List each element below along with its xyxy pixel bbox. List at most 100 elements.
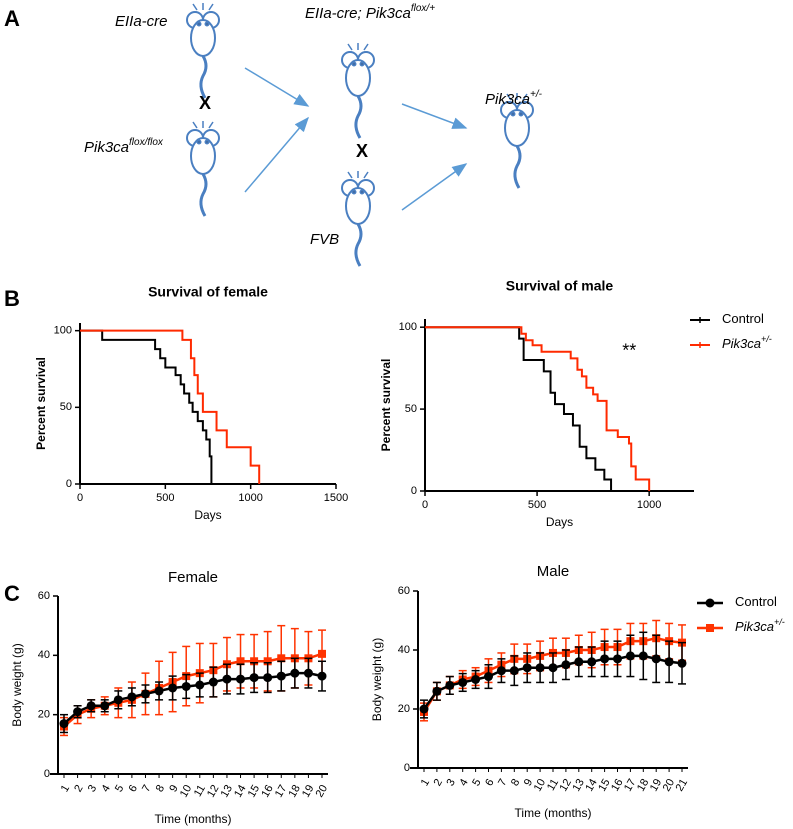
x-tick-label: 3	[86, 783, 99, 794]
x-tick-label: 3	[444, 777, 457, 788]
x-tick-label: 17	[273, 783, 290, 800]
mouse-icon	[185, 1, 221, 100]
data-point	[613, 654, 622, 664]
genotype-label: EIIa-cre	[115, 13, 168, 30]
arrow	[401, 163, 468, 211]
x-tick-label: 11	[192, 783, 208, 799]
x-tick-label: 16	[259, 783, 276, 800]
x-axis-label: Days	[546, 515, 573, 529]
x-tick-label: 16	[609, 777, 626, 794]
panel-label: A	[4, 6, 20, 31]
x-tick-label: 500	[528, 499, 546, 511]
chart-title: Survival of male	[506, 278, 614, 294]
data-point	[59, 719, 69, 729]
x-tick-label: 13	[570, 777, 587, 794]
data-point	[496, 666, 506, 676]
data-point	[236, 657, 245, 666]
y-tick-label: 40	[398, 644, 410, 656]
y-tick-label: 100	[54, 325, 72, 337]
y-axis-label: Percent survival	[379, 359, 393, 452]
x-tick-label: 9	[522, 777, 535, 788]
x-axis-label: Time (months)	[515, 806, 592, 820]
x-tick-label: 4	[457, 777, 470, 788]
x-tick-label: 6	[127, 783, 140, 794]
x-tick-label: 9	[167, 783, 180, 794]
x-tick-label: 0	[422, 499, 428, 511]
data-point	[208, 677, 218, 687]
x-tick-label: 18	[635, 777, 652, 794]
chart-title: Male	[537, 563, 570, 580]
data-point	[86, 701, 96, 711]
data-point	[290, 668, 300, 678]
x-tick-label: 2	[72, 783, 85, 794]
data-point	[140, 689, 150, 699]
x-tick-label: 20	[661, 777, 678, 794]
chart-title: Survival of female	[148, 284, 268, 300]
data-point	[484, 672, 493, 682]
legend-marker	[706, 624, 714, 632]
legend-text: Pik3ca	[735, 619, 774, 634]
x-tick-label: 19	[648, 777, 665, 794]
panel-label: C	[4, 581, 20, 606]
x-tick-label: 1000	[637, 499, 661, 511]
data-point	[100, 701, 110, 711]
x-tick-label: 11	[545, 777, 561, 793]
arrow	[244, 67, 310, 107]
data-point	[574, 657, 584, 667]
arrow	[401, 103, 468, 129]
x-tick-label: 1	[59, 783, 72, 794]
data-point	[561, 660, 571, 670]
y-tick-label: 0	[44, 768, 50, 780]
x-tick-label: 4	[99, 783, 112, 794]
data-point	[419, 704, 429, 714]
y-axis-label: Body weight (g)	[370, 638, 384, 721]
y-tick-label: 60	[398, 585, 410, 597]
legend-label: Control	[735, 594, 777, 609]
x-tick-label: 12	[205, 783, 222, 800]
data-point	[276, 671, 286, 681]
cross-sign: X	[199, 93, 211, 113]
y-tick-label: 50	[405, 403, 417, 415]
y-tick-label: 0	[411, 485, 417, 497]
legend-label: Pik3ca+/-	[722, 334, 772, 351]
x-tick-label: 13	[219, 783, 236, 800]
x-tick-label: 8	[509, 777, 522, 788]
data-point	[445, 680, 455, 690]
data-point	[127, 692, 137, 702]
data-point	[263, 657, 272, 666]
x-axis-label: Time (months)	[155, 812, 232, 826]
data-point	[181, 681, 191, 691]
survival-curve	[80, 329, 261, 484]
survival-curve	[425, 326, 613, 491]
legend-text-sup: +/-	[761, 334, 772, 344]
data-point	[677, 658, 687, 668]
x-tick-label: 15	[246, 783, 263, 800]
y-tick-label: 0	[404, 762, 410, 774]
data-point	[509, 666, 519, 676]
cross-sign: X	[356, 141, 368, 161]
y-axis-label: Body weight (g)	[10, 643, 24, 726]
x-tick-label: 17	[622, 777, 639, 794]
y-axis-label: Percent survival	[34, 357, 48, 450]
data-point	[651, 654, 661, 664]
x-tick-label: 7	[496, 777, 509, 788]
data-point	[458, 677, 468, 687]
y-tick-label: 20	[38, 709, 50, 721]
data-point	[168, 683, 178, 693]
data-point	[317, 671, 327, 681]
mouse-icon	[340, 41, 376, 140]
survival-curve	[425, 326, 651, 491]
y-tick-label: 50	[60, 401, 72, 413]
data-point	[249, 673, 259, 683]
data-point	[548, 663, 558, 673]
y-tick-label: 100	[399, 321, 417, 333]
x-tick-label: 14	[583, 777, 600, 794]
data-point	[471, 675, 481, 684]
x-tick-label: 15	[596, 777, 613, 794]
x-tick-label: 10	[178, 783, 195, 800]
mouse-icon	[340, 169, 376, 268]
legend-text: Pik3ca	[722, 336, 761, 351]
significance-annotation: **	[622, 341, 636, 361]
data-point	[250, 657, 259, 666]
chart-title: Female	[168, 569, 218, 586]
